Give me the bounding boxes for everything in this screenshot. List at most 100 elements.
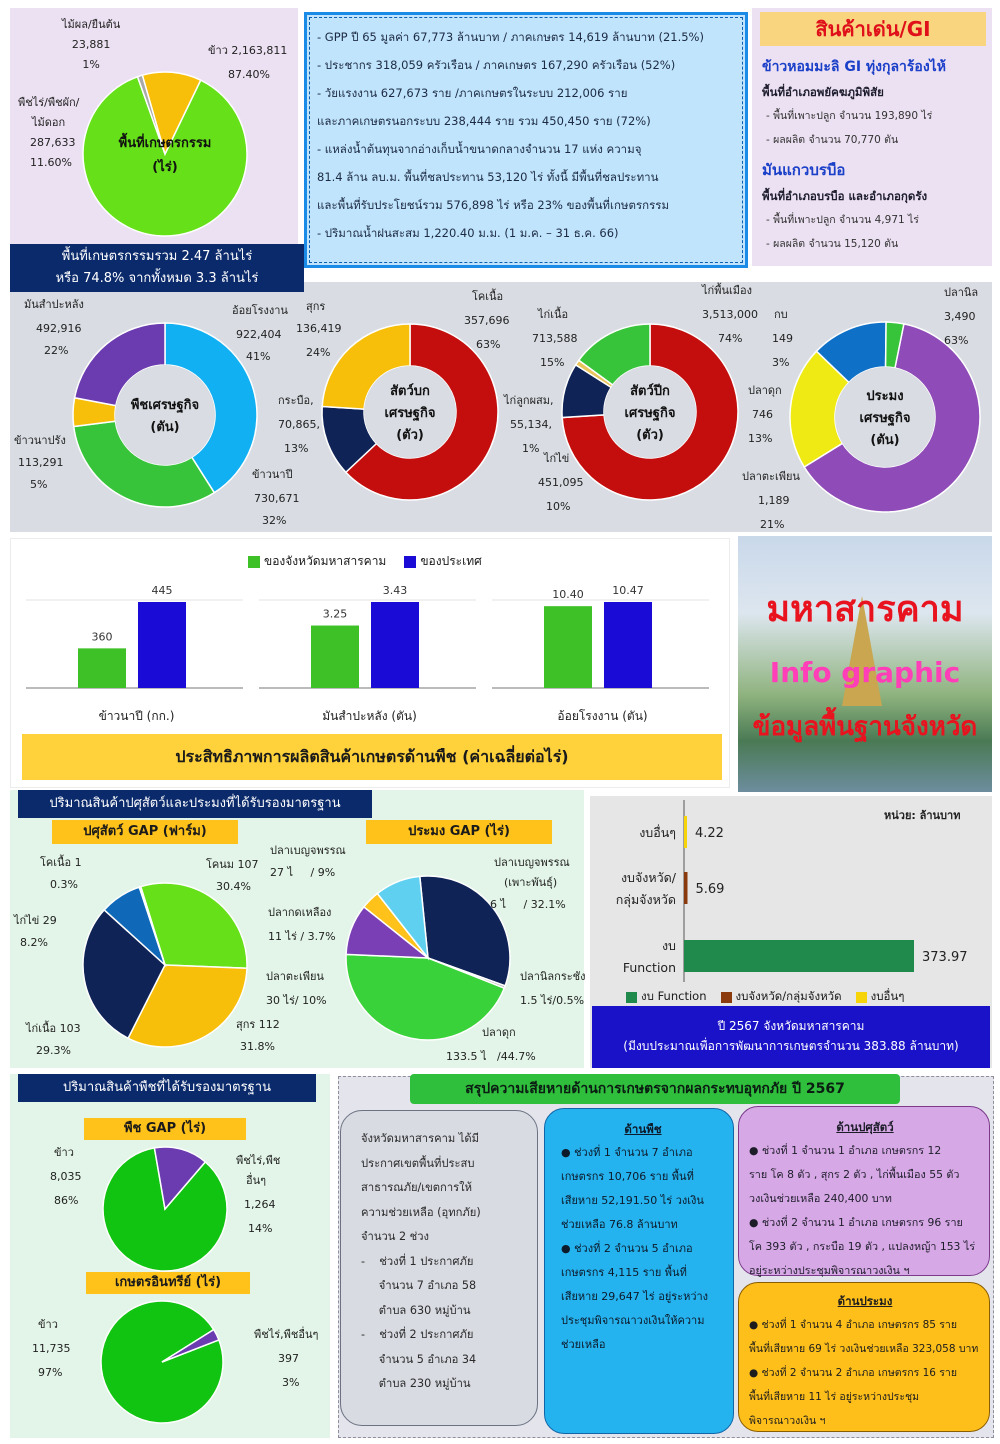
livestock-label-dairy: โคนม 107 30.4% — [206, 858, 259, 893]
gi-title: สินค้าเด่น/GI — [760, 12, 986, 46]
cropgap-slice-1 — [153, 1146, 207, 1211]
gi-p2-line: - ผลผลิต จำนวน 15,120 ตัน — [766, 238, 899, 250]
livestock-slice-1 — [127, 964, 248, 1048]
budget-category-label: Function — [623, 960, 676, 975]
productivity-legend: ของจังหวัดมหาสารคาม ของประเทศ — [248, 552, 482, 571]
land-label-fruit: ไม้ผล/ยืนต้น 23,881 1% — [62, 18, 121, 71]
bar-value-label: 3.25 — [323, 608, 348, 621]
disaster-crop-line: ● ช่วงที่ 1 จำนวน 7 อำเภอ — [561, 1146, 693, 1159]
fish-label-tilapia-gap: ปลานิลกระชัง 1.5 ไร่/0.5% — [520, 970, 586, 1007]
land-label-field: พืชไร่/พืชผัก/ไม้ดอก 287,633 11.60% — [18, 96, 80, 169]
cropgap-label-other: พืชไร่,พืช อื่นๆ 1,264 14% — [236, 1154, 281, 1235]
disaster-crop-box: ด้านพืช ● ช่วงที่ 1 จำนวน 7 อำเภอเกษตรกร… — [544, 1108, 734, 1434]
gi-p1-line: - ผลผลิต จำนวน 70,770 ตัน — [766, 134, 899, 146]
disaster-fish-line: ● ช่วงที่ 1 จำนวน 4 อำเภอ เกษตรกร 85 ราย — [749, 1319, 957, 1331]
info-line: - แหล่งน้ำต้นทุนจากอ่างเก็บน้ำขนาดกลางจำ… — [317, 142, 642, 156]
productivity-bar-chart: 360 445 ข้าวนาปี (กก.) 3.25 3.43 มันสำปะหลัง … — [26, 584, 709, 723]
info-line: - วัยแรงงาน 627,673 ราย /ภาคเกษตรในระบบ … — [317, 86, 628, 100]
poultry-label-mixed: ไก่ลูกผสม, 55,134, 1% — [504, 394, 554, 455]
bar-country — [138, 602, 186, 688]
bar-province — [311, 625, 359, 688]
disaster-crop-line: ● ช่วงที่ 2 จำนวน 5 อำเภอ — [561, 1242, 693, 1255]
budget-bar — [684, 940, 914, 972]
budget-category-label: งบอื่นๆ — [639, 824, 676, 840]
livestock-slice-0 — [139, 882, 248, 970]
donut-hole — [604, 366, 696, 458]
disaster-fish-line: พื้นที่เสียหาย 69 ไร่ วงเงินช่วยเหลือ 32… — [749, 1343, 979, 1355]
chart-center-label: เศรษฐกิจ — [860, 411, 911, 427]
fish-label-shrimp: กบ 149 3% — [772, 308, 793, 369]
crops-label-sugarcane: อ้อยโรงงาน 922,404 41% — [232, 304, 288, 363]
poultry-label-native: ไก่พื้นเมือง 3,513,000 74% — [702, 284, 758, 345]
cropgap-label-rice: ข้าว 8,035 86% — [50, 1146, 82, 1207]
bar-value-label: 3.43 — [383, 584, 408, 597]
info-line: และพื้นที่รับประโยชน์รวม 576,898 ไร่ หรื… — [317, 198, 670, 212]
disaster-fish-line: พื้นที่เสียหาย 11 ไร่ อยู่ระหว่างประชุม — [749, 1391, 920, 1403]
budget-caption: ปี 2567 จังหวัดมหาสารคาม (มีงบประมาณเพื่อ… — [592, 1006, 990, 1068]
budget-unit: หน่วย: ล้านบาท — [884, 809, 961, 822]
large-label-cattle: โคเนื้อ 357,696 63% — [464, 290, 510, 351]
gap-livestock-header: ปริมาณสินค้าปศุสัตว์และประมงที่ได้รับรอง… — [18, 790, 372, 818]
poultry-label-egg: ไก่ไข่ 451,095 10% — [538, 452, 584, 513]
fish-label-tilapia: ปลานิล 3,490 63% — [944, 286, 979, 347]
livestock-label-broiler: ไก่เนื้อ 103 29.3% — [26, 1022, 81, 1057]
chart-center-label: สัตว์บก — [390, 383, 430, 399]
organic-slice-1 — [161, 1328, 220, 1363]
disaster-livestock-line: วงเงินช่วยเหลือ 240,400 บาท — [749, 1192, 892, 1205]
legend-swatch-province-budget — [720, 991, 732, 1003]
budget-value-label: 4.22 — [695, 826, 724, 841]
large-label-buffalo: กระบือ, 70,865, 13% — [278, 394, 320, 455]
bar-province — [544, 606, 592, 688]
chart-center-label: (ตัว) — [636, 428, 664, 443]
gi-p1-title: ข้าวหอมมะลิ GI ทุ่งกุลาร้องไห้ — [762, 59, 946, 75]
livestock-label-pig: สุกร 112 31.8% — [236, 1018, 280, 1053]
fish-label-snakehead: ปลาตะเพียน 1,189 21% — [742, 470, 800, 531]
category-label: อ้อยโรงงาน (ตัน) — [557, 709, 647, 723]
crops-label-rice: ข้าวนาปี 730,671 32% — [252, 468, 300, 527]
livestock-label-beef: โคเนื้อ 1 0.3% — [40, 856, 82, 891]
livestock-label-layer: ไก่ไข่ 29 8.2% — [14, 914, 57, 949]
disaster-general-line: สาธารณภัย/เขตการให้ — [361, 1181, 472, 1194]
disaster-livestock-line: ● ช่วงที่ 1 จำนวน 1 อำเภอ เกษตรกร 12 — [749, 1144, 942, 1157]
disaster-crop-title: ด้านพืช — [624, 1122, 662, 1136]
disaster-general-line: ตำบล 230 หมู่บ้าน — [361, 1377, 471, 1390]
disaster-general-line: ตำบล 630 หมู่บ้าน — [361, 1303, 471, 1317]
chart-center-label: (ตัน) — [150, 420, 179, 435]
category-label: มันสำปะหลัง (ตัน) — [322, 709, 417, 723]
disaster-livestock-line: ● ช่วงที่ 2 จำนวน 1 อำเภอ เกษตรกร 96 ราย — [749, 1216, 963, 1229]
disaster-fish-line: พิจารณาวงเงิน ฯ — [749, 1415, 826, 1427]
large-slice-0 — [344, 323, 499, 501]
disaster-fish-title: ด้านประมง — [837, 1294, 893, 1308]
disaster-general-line: จำนวน 5 อำเภอ 34 — [361, 1352, 477, 1366]
legend-swatch-other — [855, 991, 867, 1003]
fish-label-barb: ปลาเบญจพรรณ 27 ไ / 9% — [270, 844, 346, 879]
disaster-crop-line: เกษตรกร 10,706 ราย พื้นที่ — [561, 1170, 694, 1183]
budget-value-label: 5.69 — [695, 882, 724, 897]
gap-crop-header: ปริมาณสินค้าพืชที่ได้รับรองมาตรฐาน — [18, 1074, 316, 1102]
large-label-pig: สุกร 136,419 24% — [296, 300, 342, 359]
gi-p1-line: - พื้นที่เพาะปลูก จำนวน 193,890 ไร่ — [766, 110, 933, 122]
legend-swatch-province — [248, 555, 260, 568]
chart-center-label: พื้นที่เกษตรกรรม — [119, 132, 212, 151]
organic-label-rice: ข้าว 11,735 97% — [32, 1318, 71, 1379]
organic-title: เกษตรอินทรีย์ (ไร่) — [86, 1272, 250, 1294]
pagoda-shape — [842, 596, 882, 706]
livestock-gap-pie-chart — [82, 882, 248, 1048]
disaster-crop-line: เกษตรกร 4,115 ราย พื้นที่ — [561, 1266, 687, 1279]
disaster-crop-line: ประชุมพิจารณาวงเงินให้ความ — [561, 1314, 705, 1327]
disaster-general-line: - ช่วงที่ 2 ประกาศภัย — [361, 1328, 474, 1341]
crops-label-cassava: มันสำปะหลัง 492,916 22% — [24, 298, 84, 357]
fish-label-redfish: ปลากดเหลือง 11 ไร่ / 3.7% — [268, 906, 336, 943]
chart-center-label: ประมง — [866, 389, 903, 404]
chart-center-label: (ตัว) — [396, 428, 424, 443]
disaster-crop-line: ช่วยเหลือ 76.8 ล้านบาท — [561, 1218, 678, 1231]
budget-legend: งบ Function งบจังหวัด/กลุ่มจังหวัด งบอื่… — [626, 988, 904, 1006]
crop-gap-title: พืช GAP (ไร่) — [84, 1118, 246, 1140]
fish-gap-title: ประมง GAP (ไร่) — [366, 820, 552, 844]
budget-value-label: 373.97 — [922, 950, 968, 965]
budget-bar — [684, 816, 687, 848]
productivity-title: ประสิทธิภาพการผลิตสินค้าเกษตรด้านพืช (ค่… — [22, 734, 722, 780]
disaster-crop-line: เสียหาย 29,647 ไร่ อยู่ระหว่าง — [561, 1290, 709, 1303]
